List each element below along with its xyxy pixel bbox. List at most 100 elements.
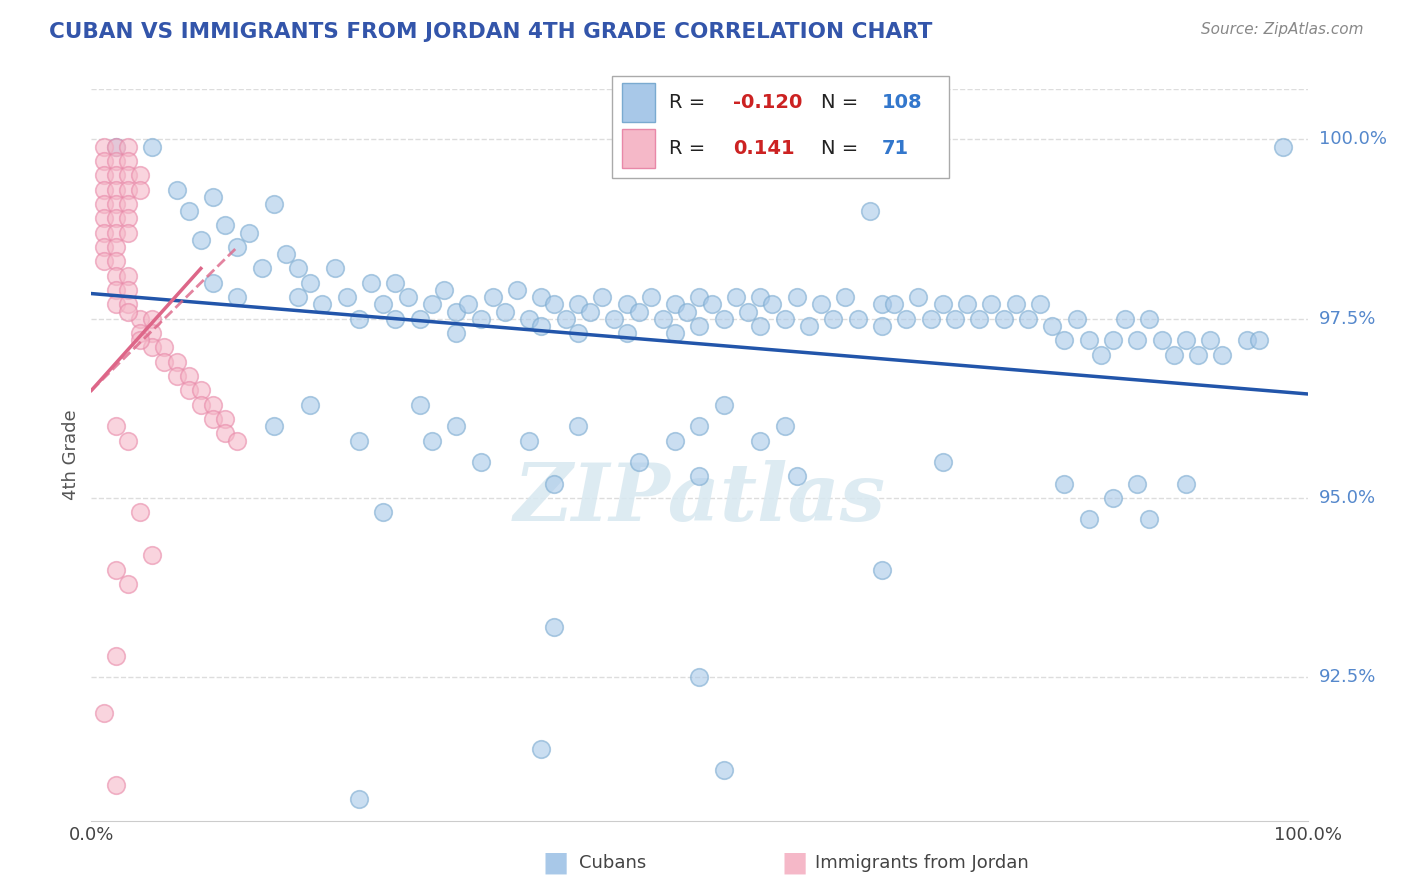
Point [177, 204, 200, 219]
Point [287, 261, 309, 276]
Point [214, 426, 236, 441]
Point [481, 290, 503, 304]
Point [786, 290, 808, 304]
Point [1029, 297, 1052, 311]
Point [117, 283, 139, 297]
Point [117, 197, 139, 211]
Point [104, 254, 127, 268]
Point [640, 290, 662, 304]
Point [336, 290, 359, 304]
Point [117, 304, 139, 318]
Point [700, 297, 723, 311]
Point [1017, 311, 1039, 326]
Point [737, 304, 759, 318]
Point [713, 311, 735, 326]
Point [907, 290, 929, 304]
Point [104, 197, 127, 211]
Point [859, 204, 882, 219]
Text: 97.5%: 97.5% [1319, 310, 1376, 327]
Point [773, 311, 796, 326]
Point [567, 297, 589, 311]
Point [104, 648, 127, 663]
Bar [621, 83, 655, 122]
Point [749, 290, 772, 304]
Point [470, 311, 492, 326]
Point [579, 304, 602, 318]
Point [202, 190, 225, 204]
Point [652, 311, 675, 326]
Text: -0.120: -0.120 [733, 93, 803, 112]
Point [506, 283, 529, 297]
Point [347, 792, 370, 806]
Point [104, 139, 127, 153]
Point [238, 226, 260, 240]
Point [931, 297, 953, 311]
Point [214, 219, 236, 233]
Point [846, 311, 869, 326]
Point [1139, 512, 1161, 526]
Point [104, 183, 127, 197]
Point [129, 333, 152, 347]
Point [373, 297, 395, 311]
Point [93, 706, 115, 720]
Point [396, 290, 419, 304]
Point [104, 563, 127, 577]
Point [724, 290, 747, 304]
Point [141, 340, 163, 354]
Point [129, 168, 152, 182]
Point [530, 318, 553, 333]
Point [104, 419, 127, 434]
Text: Immigrants from Jordan: Immigrants from Jordan [815, 854, 1029, 871]
Point [517, 311, 540, 326]
Point [104, 297, 127, 311]
Point [931, 455, 953, 469]
Point [1139, 311, 1161, 326]
Point [129, 183, 152, 197]
Point [117, 168, 139, 182]
Point [177, 384, 200, 398]
Point [117, 211, 139, 226]
Point [141, 549, 163, 563]
Point [1053, 333, 1076, 347]
Point [883, 297, 905, 311]
Text: N =: N = [821, 139, 858, 158]
Point [1040, 318, 1063, 333]
Point [104, 211, 127, 226]
Point [980, 297, 1002, 311]
Point [93, 183, 115, 197]
Point [797, 318, 820, 333]
Point [993, 311, 1015, 326]
Point [226, 240, 249, 254]
Text: CUBAN VS IMMIGRANTS FROM JORDAN 4TH GRADE CORRELATION CHART: CUBAN VS IMMIGRANTS FROM JORDAN 4TH GRAD… [49, 22, 932, 42]
Text: ZIPatlas: ZIPatlas [513, 460, 886, 538]
Point [117, 153, 139, 168]
Point [616, 297, 638, 311]
Point [166, 369, 188, 384]
Point [494, 304, 516, 318]
Text: 108: 108 [882, 93, 922, 112]
Text: R =: R = [669, 139, 706, 158]
Point [190, 384, 212, 398]
Point [129, 326, 152, 340]
Point [823, 311, 845, 326]
Point [129, 311, 152, 326]
Text: R =: R = [669, 93, 706, 112]
Point [104, 226, 127, 240]
Point [688, 419, 710, 434]
Point [543, 476, 565, 491]
Point [93, 211, 115, 226]
Point [761, 297, 783, 311]
Point [664, 434, 686, 448]
Point [104, 268, 127, 283]
Point [117, 183, 139, 197]
Point [141, 139, 163, 153]
Point [1163, 347, 1185, 361]
Point [1126, 476, 1149, 491]
Point [688, 469, 710, 483]
Point [141, 326, 163, 340]
Point [470, 455, 492, 469]
Point [360, 276, 382, 290]
Point [688, 318, 710, 333]
Point [543, 620, 565, 634]
Point [616, 326, 638, 340]
